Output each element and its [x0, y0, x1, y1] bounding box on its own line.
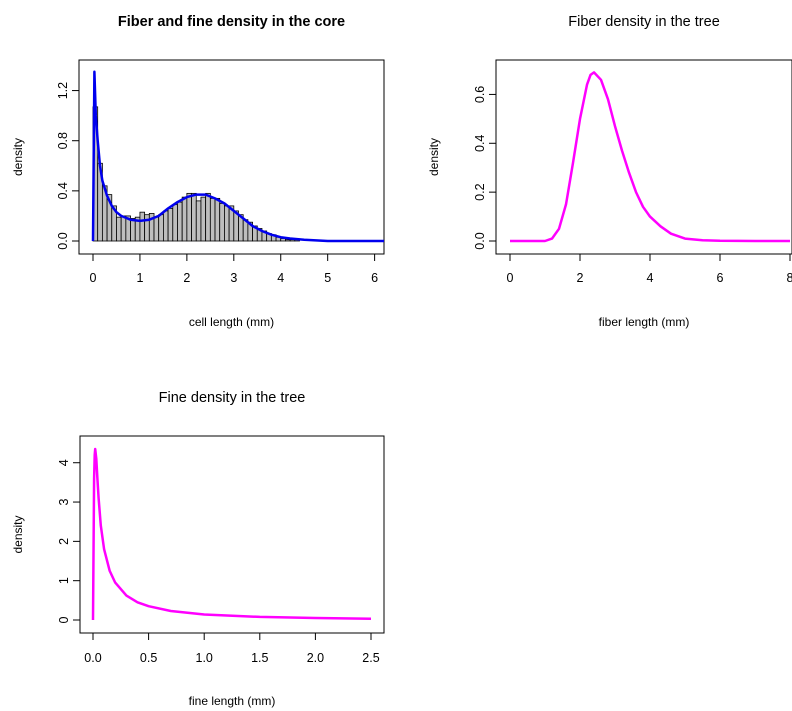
- histogram-bar: [116, 216, 122, 242]
- y-tick-label: 0: [57, 616, 71, 623]
- x-axis-label: fiber length (mm): [599, 315, 690, 329]
- y-axis-label: density: [427, 138, 441, 176]
- x-axis-label: cell length (mm): [189, 315, 274, 329]
- x-tick-label: 1.0: [196, 651, 213, 665]
- histogram-bar: [191, 192, 197, 242]
- y-axis-label: density: [11, 138, 25, 176]
- y-tick-label: 1.2: [56, 82, 70, 99]
- histogram-bar: [186, 192, 192, 242]
- x-tick-label: 8: [787, 271, 792, 285]
- x-tick-label: 4: [647, 271, 654, 285]
- x-tick-label: 0.5: [140, 651, 157, 665]
- histogram-bar: [209, 197, 216, 242]
- x-tick-label: 2: [577, 271, 584, 285]
- x-tick-label: 0: [90, 271, 97, 285]
- histogram-bar: [167, 208, 174, 242]
- y-tick-label: 2: [57, 538, 71, 545]
- y-tick-label: 0.4: [56, 182, 70, 199]
- panel-fiber-density: Fiber density in the tree 0 2 4 6 8 0.0 0.2 0.4 0…: [427, 14, 792, 329]
- x-tick-label: 2.0: [307, 651, 324, 665]
- histogram-bar: [139, 211, 146, 242]
- histogram-bar: [214, 197, 221, 242]
- histogram-bar: [285, 239, 291, 242]
- chart-title: Fine density in the tree: [159, 390, 306, 406]
- chart-title: Fiber and fine density in the core: [118, 14, 345, 30]
- histogram-bar: [172, 204, 178, 242]
- x-tick-label: 3: [230, 271, 237, 285]
- histogram-bar: [200, 196, 207, 242]
- x-tick-label: 2.5: [362, 651, 379, 665]
- x-tick-label: 6: [717, 271, 724, 285]
- x-tick-label: 4: [277, 271, 284, 285]
- x-tick-label: 6: [371, 271, 378, 285]
- x-tick-label: 2: [183, 271, 190, 285]
- y-tick-label: 0.8: [56, 132, 70, 149]
- panel-fine-density: Fine density in the tree 0.0 0.5 1.0 1.5 2.0 2…: [11, 390, 385, 708]
- y-tick-label: 0.2: [473, 183, 487, 200]
- histogram-bar: [219, 202, 225, 242]
- x-tick-label: 0.0: [84, 651, 101, 665]
- x-axis-label: fine length (mm): [189, 694, 276, 708]
- x-tick-label: 5: [324, 271, 331, 285]
- histogram-bar: [177, 201, 183, 242]
- density-curve: [91, 70, 384, 243]
- y-tick-label: 0.0: [56, 232, 70, 249]
- x-tick-label: 0: [507, 271, 514, 285]
- plot-frame: [79, 435, 385, 634]
- plot-frame: [495, 59, 792, 255]
- histogram-bar: [153, 216, 160, 242]
- y-tick-label: 0.0: [473, 232, 487, 249]
- histogram-bar: [195, 200, 202, 242]
- x-tick-label: 1.5: [251, 651, 268, 665]
- histogram-bar: [163, 210, 169, 242]
- histogram-bar: [205, 192, 211, 242]
- y-tick-label: 4: [57, 459, 71, 466]
- y-axis-label: density: [11, 515, 25, 553]
- histogram-bar: [158, 214, 164, 242]
- y-tick-label: 0.6: [473, 86, 487, 103]
- y-tick-label: 0.4: [473, 135, 487, 152]
- histogram-bar: [120, 215, 127, 242]
- x-tick-label: 1: [136, 271, 143, 285]
- panel-core-histogram: Fiber and fine density in the core 0 1 2 3 4 5…: [11, 14, 385, 329]
- y-tick-label: 1: [57, 577, 71, 584]
- y-tick-label: 3: [57, 499, 71, 506]
- density-curve: [510, 71, 790, 243]
- histogram-bar: [224, 205, 230, 242]
- histogram-bar: [181, 196, 188, 242]
- chart-title: Fiber density in the tree: [568, 14, 720, 30]
- histogram-bar: [130, 218, 136, 242]
- density-curve: [91, 447, 372, 621]
